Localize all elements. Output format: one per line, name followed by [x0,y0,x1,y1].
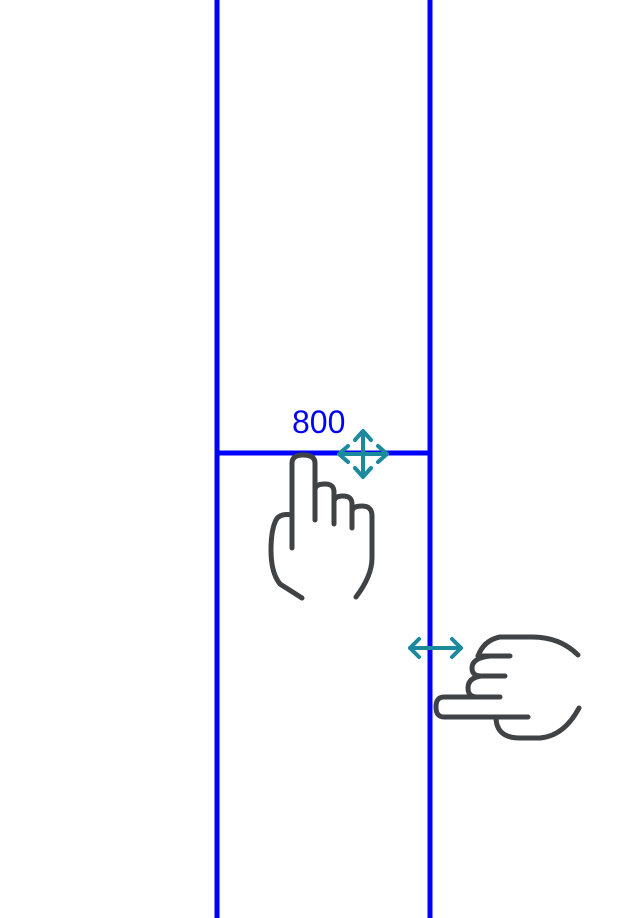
horizontal-resize-arrow-icon [408,637,463,659]
height-value-label: 800 [292,404,345,440]
move-arrows-icon [337,429,389,479]
sideways-pointing-hand-icon [433,634,582,741]
pointing-hand-icon [268,452,375,601]
